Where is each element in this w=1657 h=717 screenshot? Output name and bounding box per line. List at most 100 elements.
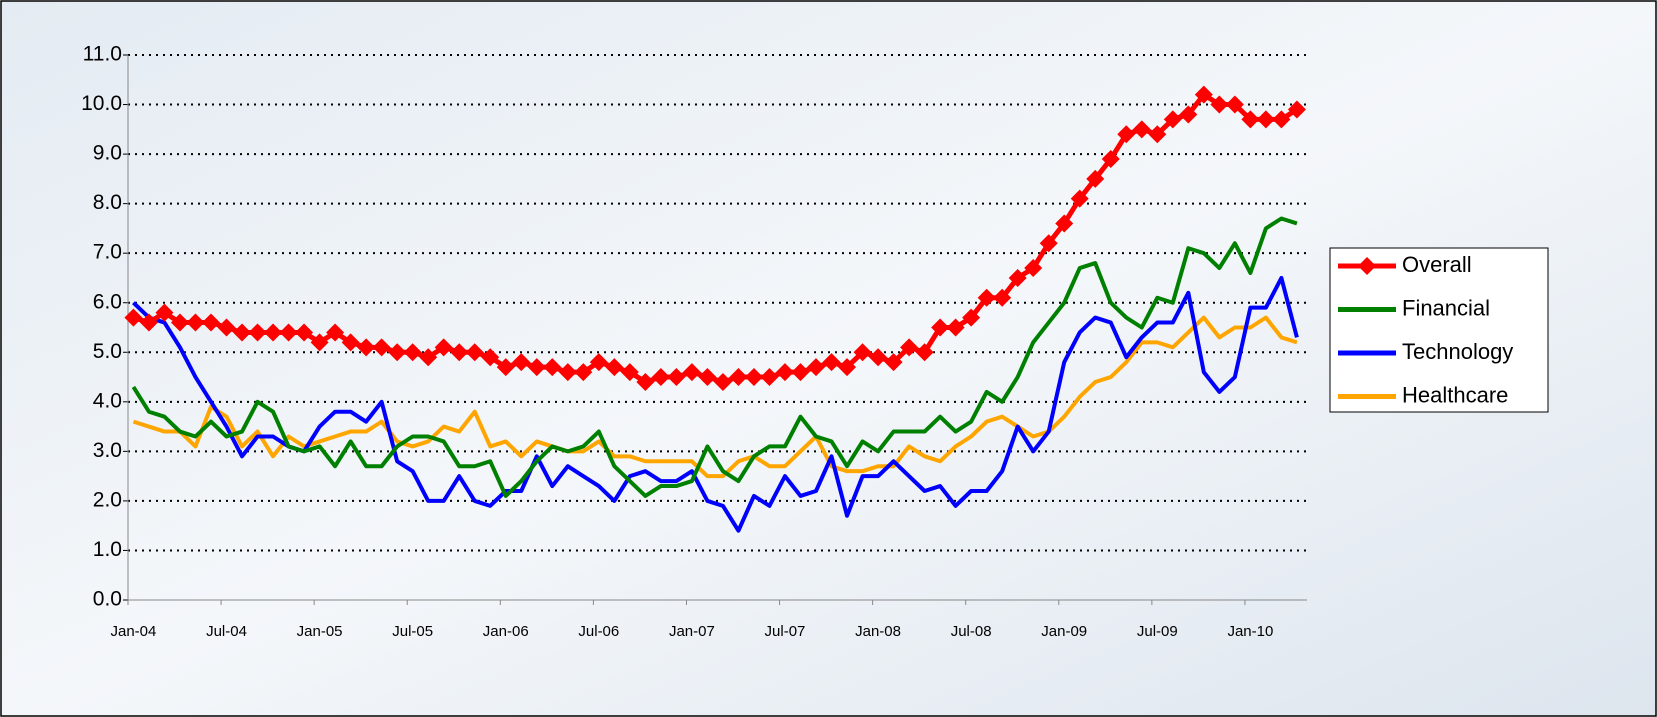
x-tick-label: Jan-10 xyxy=(1227,623,1273,640)
legend-marker xyxy=(1358,257,1376,275)
marker xyxy=(760,368,779,387)
marker xyxy=(1148,125,1167,144)
legend-box xyxy=(1329,247,1549,413)
x-tick-label: Jul-05 xyxy=(392,623,433,640)
marker xyxy=(1070,189,1089,208)
marker xyxy=(931,318,950,337)
y-tick-label: 1.0 xyxy=(93,538,122,561)
marker xyxy=(496,358,515,377)
marker xyxy=(1055,214,1074,233)
marker xyxy=(620,363,639,382)
marker xyxy=(993,288,1012,307)
marker xyxy=(698,368,717,387)
x-tick-label: Jan-09 xyxy=(1041,623,1087,640)
y-tick-label: 2.0 xyxy=(93,488,122,511)
marker xyxy=(326,323,345,342)
y-tick-label: 6.0 xyxy=(93,290,122,313)
marker xyxy=(481,348,500,367)
y-tick-label: 7.0 xyxy=(93,241,122,264)
marker xyxy=(1210,95,1229,114)
marker xyxy=(217,318,236,337)
marker xyxy=(1287,100,1306,119)
marker xyxy=(372,338,391,357)
marker xyxy=(729,368,748,387)
marker xyxy=(822,353,841,372)
marker xyxy=(124,308,143,327)
marker xyxy=(1163,110,1182,129)
x-tick-label: Jul-04 xyxy=(206,623,247,640)
marker xyxy=(403,343,422,362)
y-tick-label: 3.0 xyxy=(93,439,122,462)
x-tick-label: Jul-09 xyxy=(1137,623,1178,640)
marker xyxy=(1194,85,1213,104)
marker xyxy=(946,318,965,337)
marker xyxy=(1024,259,1043,278)
marker xyxy=(310,333,329,352)
marker xyxy=(775,363,794,382)
x-tick-label: Jul-08 xyxy=(951,623,992,640)
marker xyxy=(186,313,205,332)
marker xyxy=(807,358,826,377)
x-tick-label: Jan-07 xyxy=(669,623,715,640)
x-tick-label: Jan-05 xyxy=(297,623,343,640)
marker xyxy=(527,358,546,377)
marker xyxy=(170,313,189,332)
marker xyxy=(977,288,996,307)
marker xyxy=(869,348,888,367)
marker xyxy=(543,358,562,377)
legend-label: Overall xyxy=(1402,252,1472,277)
marker xyxy=(1086,169,1105,188)
marker xyxy=(1039,234,1058,253)
legend-label: Healthcare xyxy=(1402,382,1508,407)
marker xyxy=(139,313,158,332)
series-line xyxy=(132,315,1298,479)
marker xyxy=(682,363,701,382)
marker xyxy=(1256,110,1275,129)
marker xyxy=(341,333,360,352)
marker xyxy=(713,373,732,391)
marker xyxy=(589,353,608,372)
marker xyxy=(465,343,484,362)
y-tick-label: 9.0 xyxy=(93,142,122,165)
marker xyxy=(264,323,283,342)
y-tick-label: 8.0 xyxy=(93,191,122,214)
legend-label: Technology xyxy=(1402,339,1513,364)
marker xyxy=(388,343,407,362)
marker xyxy=(853,343,872,362)
y-tick-label: 0.0 xyxy=(93,588,122,611)
series-line xyxy=(132,92,1299,385)
legend-label: Financial xyxy=(1402,295,1490,320)
x-tick-label: Jan-06 xyxy=(483,623,529,640)
marker xyxy=(512,353,531,372)
marker xyxy=(279,323,298,342)
marker xyxy=(838,358,857,377)
marker xyxy=(884,353,903,372)
marker xyxy=(248,323,267,342)
series-line xyxy=(131,216,1298,498)
marker xyxy=(558,363,577,382)
marker xyxy=(651,368,670,387)
marker xyxy=(1101,150,1120,169)
marker xyxy=(605,358,624,377)
marker xyxy=(1241,110,1260,129)
y-tick-label: 5.0 xyxy=(93,340,122,363)
marker xyxy=(434,338,453,357)
x-tick-label: Jan-08 xyxy=(855,623,901,640)
marker xyxy=(155,303,174,322)
marker xyxy=(1132,120,1151,139)
marker xyxy=(1008,268,1027,287)
marker xyxy=(1272,110,1291,129)
marker xyxy=(233,323,252,342)
y-tick-label: 10.0 xyxy=(81,92,122,115)
marker xyxy=(744,368,763,387)
y-tick-label: 4.0 xyxy=(93,389,122,412)
y-tick-label: 11.0 xyxy=(83,43,122,66)
marker xyxy=(962,308,981,327)
marker xyxy=(357,338,376,357)
marker xyxy=(667,368,686,387)
marker xyxy=(450,343,469,362)
marker xyxy=(201,313,220,332)
x-tick-label: Jan-04 xyxy=(110,623,156,640)
marker xyxy=(1179,105,1198,124)
